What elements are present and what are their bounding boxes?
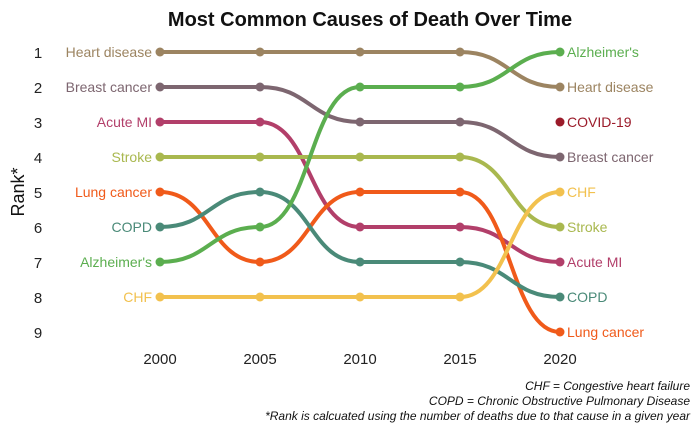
- point-copd: [255, 187, 265, 197]
- end-label-covid-19: COVID-19: [567, 114, 632, 130]
- footnote: COPD = Chronic Obstructive Pulmonary Dis…: [429, 394, 690, 408]
- point-lung-cancer: [455, 187, 465, 197]
- point-chf: [455, 292, 465, 302]
- point-breast-cancer: [555, 152, 565, 162]
- x-tick-label: 2020: [543, 351, 576, 368]
- y-tick-label: 6: [34, 220, 42, 237]
- point-heart-disease: [455, 47, 465, 57]
- y-tick-label: 1: [34, 45, 42, 62]
- point-stroke: [455, 152, 465, 162]
- point-lung-cancer: [255, 257, 265, 267]
- y-tick-label: 7: [34, 255, 42, 272]
- point-covid-19: [555, 117, 565, 127]
- point-alzheimer-s: [255, 222, 265, 232]
- end-label-heart-disease: Heart disease: [567, 79, 654, 95]
- point-alzheimer-s: [455, 82, 465, 92]
- end-label-breast-cancer: Breast cancer: [567, 149, 654, 165]
- start-label-alzheimer-s: Alzheimer's: [80, 254, 152, 270]
- end-label-alzheimer-s: Alzheimer's: [567, 44, 639, 60]
- point-stroke: [255, 152, 265, 162]
- point-chf: [355, 292, 365, 302]
- series-line-stroke: [158, 154, 562, 229]
- x-tick-label: 2005: [243, 351, 276, 368]
- chart-title: Most Common Causes of Death Over Time: [168, 9, 572, 31]
- point-lung-cancer: [355, 187, 365, 197]
- point-breast-cancer: [355, 117, 365, 127]
- y-tick-label: 8: [34, 290, 42, 307]
- series-points: [155, 47, 565, 337]
- point-copd: [355, 257, 365, 267]
- start-label-chf: CHF: [123, 289, 152, 305]
- end-label-acute-mi: Acute MI: [567, 254, 622, 270]
- series-line-copd: [158, 189, 562, 299]
- point-copd: [455, 257, 465, 267]
- point-acute-mi: [555, 257, 565, 267]
- footnote: CHF = Congestive heart failure: [525, 379, 690, 393]
- point-alzheimer-s: [355, 82, 365, 92]
- point-breast-cancer: [455, 117, 465, 127]
- point-breast-cancer: [155, 82, 165, 92]
- y-tick-label: 5: [34, 185, 42, 202]
- point-stroke: [555, 222, 565, 232]
- point-chf: [155, 292, 165, 302]
- x-tick-label: 2010: [343, 351, 376, 368]
- point-heart-disease: [555, 82, 565, 92]
- start-label-breast-cancer: Breast cancer: [66, 79, 153, 95]
- point-alzheimer-s: [155, 257, 165, 267]
- y-tick-label: 4: [34, 150, 42, 167]
- end-label-stroke: Stroke: [567, 219, 608, 235]
- point-heart-disease: [155, 47, 165, 57]
- point-acute-mi: [455, 222, 465, 232]
- start-label-lung-cancer: Lung cancer: [75, 184, 152, 200]
- point-lung-cancer: [155, 187, 165, 197]
- x-axis-ticks: 2000 2005 2010 2015 2020: [143, 351, 576, 368]
- point-acute-mi: [355, 222, 365, 232]
- point-chf: [255, 292, 265, 302]
- series-line-alzheimer-s: [158, 50, 562, 264]
- point-stroke: [355, 152, 365, 162]
- x-tick-label: 2015: [443, 351, 476, 368]
- series-line-acute-mi: [158, 119, 562, 264]
- footnote: *Rank is calcuated using the number of d…: [265, 409, 691, 423]
- end-label-lung-cancer: Lung cancer: [567, 324, 644, 340]
- series-line-chf: [158, 190, 562, 300]
- point-acute-mi: [155, 117, 165, 127]
- y-tick-label: 2: [34, 80, 42, 97]
- point-heart-disease: [255, 47, 265, 57]
- start-label-copd: COPD: [112, 219, 152, 235]
- point-heart-disease: [355, 47, 365, 57]
- start-label-heart-disease: Heart disease: [66, 44, 153, 60]
- point-acute-mi: [255, 117, 265, 127]
- y-axis-ticks: 1 2 3 4 5 6 7 8 9: [34, 45, 42, 342]
- end-label-chf: CHF: [567, 184, 596, 200]
- point-stroke: [155, 152, 165, 162]
- end-label-copd: COPD: [567, 289, 607, 305]
- y-tick-label: 3: [34, 115, 42, 132]
- start-label-acute-mi: Acute MI: [97, 114, 152, 130]
- point-lung-cancer: [555, 327, 565, 337]
- point-chf: [555, 187, 565, 197]
- x-tick-label: 2000: [143, 351, 176, 368]
- y-tick-label: 9: [34, 325, 42, 342]
- point-breast-cancer: [255, 82, 265, 92]
- series-labels: Heart disease Heart disease Breast cancer B…: [66, 44, 654, 340]
- point-copd: [155, 222, 165, 232]
- y-axis-label: Rank*: [8, 167, 28, 216]
- series-line-heart-disease: [158, 49, 562, 89]
- start-label-stroke: Stroke: [112, 149, 153, 165]
- point-alzheimer-s: [555, 47, 565, 57]
- point-copd: [555, 292, 565, 302]
